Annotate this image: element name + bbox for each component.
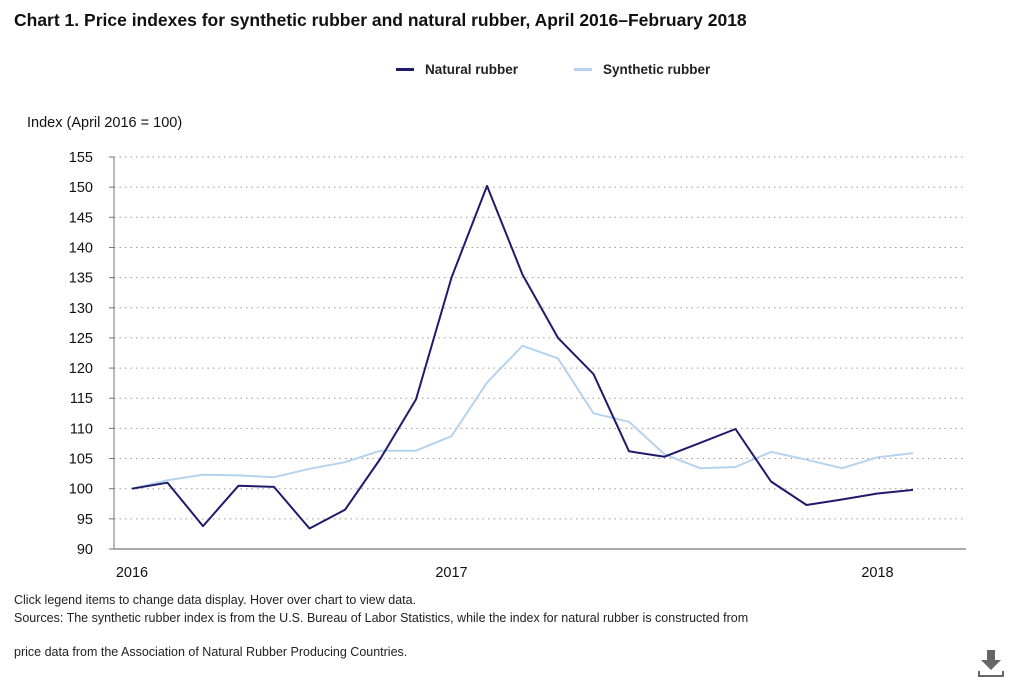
download-icon[interactable]	[976, 647, 1008, 679]
y-tick-label-135: 135	[69, 271, 93, 287]
data-point-natural-rubber-2016-08[interactable]	[268, 481, 280, 493]
data-point-natural-rubber-2017-06[interactable]	[623, 445, 635, 457]
y-tick-label-120: 120	[69, 361, 93, 377]
data-point-synthetic-rubber-2017-12[interactable]	[836, 462, 848, 474]
y-tick-label-125: 125	[69, 331, 93, 347]
series-line-synthetic-rubber	[131, 344, 914, 490]
y-tick-label-140: 140	[69, 240, 93, 256]
data-point-natural-rubber-2017-05[interactable]	[588, 368, 600, 380]
data-point-natural-rubber-2018-01[interactable]	[872, 488, 884, 500]
data-point-natural-rubber-2017-09[interactable]	[730, 423, 742, 435]
data-point-natural-rubber-2016-05[interactable]	[162, 477, 174, 489]
data-point-natural-rubber-2016-11[interactable]	[375, 453, 387, 465]
data-point-natural-rubber-2016-07[interactable]	[233, 480, 245, 492]
data-point-synthetic-rubber-2017-11[interactable]	[801, 454, 813, 466]
y-tick-label-150: 150	[69, 180, 93, 196]
data-point-synthetic-rubber-2016-10[interactable]	[339, 456, 351, 468]
chart-instructions: Click legend items to change data displa…	[14, 593, 417, 607]
data-point-synthetic-rubber-2016-12[interactable]	[410, 445, 422, 457]
y-tick-label-145: 145	[69, 210, 93, 226]
data-point-natural-rubber-2017-01[interactable]	[446, 272, 458, 284]
data-point-synthetic-rubber-2017-03[interactable]	[517, 340, 529, 352]
data-point-synthetic-rubber-2017-08[interactable]	[694, 462, 706, 474]
chart-plot-area[interactable]: 90 95 100 105 110 115 120 125 130 135 140 145 150 155…	[0, 0, 1024, 600]
y-tick-label-105: 105	[69, 452, 93, 468]
data-point-synthetic-rubber-2017-02[interactable]	[481, 377, 493, 389]
data-point-natural-rubber-2017-08[interactable]	[694, 437, 706, 449]
legend-label-natural-rubber: Natural rubber	[425, 62, 519, 77]
data-point-synthetic-rubber-2017-01[interactable]	[446, 430, 458, 442]
data-point-synthetic-rubber-2016-07[interactable]	[233, 469, 245, 481]
data-point-natural-rubber-2016-09[interactable]	[304, 522, 316, 534]
data-point-synthetic-rubber-2016-09[interactable]	[304, 463, 316, 475]
legend-item-synthetic-rubber[interactable]: Synthetic rubber	[574, 62, 710, 77]
data-point-natural-rubber-2017-11[interactable]	[801, 499, 813, 511]
series-line-natural-rubber	[131, 184, 914, 530]
legend: Natural rubber Synthetic rubber	[0, 62, 1024, 80]
y-tick-label-110: 110	[70, 421, 93, 437]
data-point-natural-rubber-2018-02[interactable]	[907, 484, 919, 496]
data-point-synthetic-rubber-2016-06[interactable]	[197, 469, 209, 481]
x-tick-label-2016: 2016	[116, 565, 148, 581]
data-point-natural-rubber-2017-04[interactable]	[552, 332, 564, 344]
y-tick-label-130: 130	[69, 301, 93, 317]
legend-swatch-natural-rubber	[396, 68, 414, 71]
legend-swatch-synthetic-rubber	[574, 68, 592, 71]
data-point-synthetic-rubber-2017-10[interactable]	[765, 446, 777, 458]
data-point-synthetic-rubber-2017-05[interactable]	[588, 407, 600, 419]
data-point-synthetic-rubber-2018-01[interactable]	[872, 451, 884, 463]
data-point-synthetic-rubber-2017-09[interactable]	[730, 461, 742, 473]
data-point-natural-rubber-2017-03[interactable]	[517, 269, 529, 281]
y-tick-label-90: 90	[77, 542, 93, 558]
source-note-line-1: Sources: The synthetic rubber index is f…	[14, 611, 749, 625]
x-tick-label-2017: 2017	[435, 565, 467, 581]
data-point-natural-rubber-2017-02[interactable]	[481, 180, 493, 192]
data-point-natural-rubber-2017-07[interactable]	[659, 451, 671, 463]
y-axis-label: Index (April 2016 = 100)	[27, 115, 183, 131]
y-tick-label-100: 100	[69, 482, 93, 498]
data-point-natural-rubber-2016-10[interactable]	[339, 504, 351, 516]
data-point-natural-rubber-2016-12[interactable]	[410, 393, 422, 405]
data-point-natural-rubber-2017-12[interactable]	[836, 494, 848, 506]
legend-label-synthetic-rubber: Synthetic rubber	[603, 62, 711, 77]
x-tick-label-2018: 2018	[861, 565, 893, 581]
y-tick-label-115: 115	[70, 391, 93, 407]
data-point-synthetic-rubber-2018-02[interactable]	[907, 447, 919, 459]
data-point-natural-rubber-2017-10[interactable]	[765, 475, 777, 487]
data-point-synthetic-rubber-2017-04[interactable]	[552, 352, 564, 364]
data-point-natural-rubber-2016-06[interactable]	[197, 520, 209, 532]
data-point-natural-rubber-2016-04[interactable]	[126, 483, 138, 495]
y-tick-label-155: 155	[69, 150, 93, 166]
legend-item-natural-rubber[interactable]: Natural rubber	[396, 62, 518, 77]
chart-title: Chart 1. Price indexes for synthetic rub…	[14, 10, 747, 30]
source-note-line-2: price data from the Association of Natur…	[14, 645, 408, 659]
y-tick-label-95: 95	[77, 512, 93, 528]
data-point-synthetic-rubber-2017-06[interactable]	[623, 416, 635, 428]
